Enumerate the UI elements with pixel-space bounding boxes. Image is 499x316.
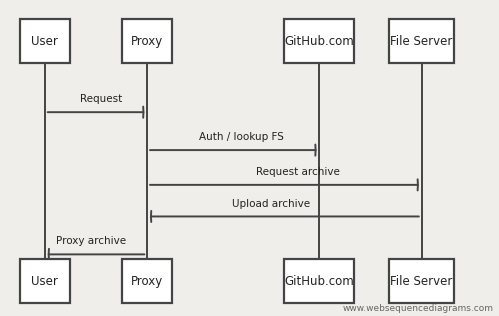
Polygon shape (122, 19, 172, 63)
Text: Request archive: Request archive (256, 167, 340, 177)
Polygon shape (389, 259, 454, 303)
Polygon shape (284, 19, 354, 63)
Text: Proxy: Proxy (131, 275, 163, 288)
Polygon shape (389, 19, 454, 63)
Text: Request: Request (80, 94, 122, 104)
Text: www.websequencediagrams.com: www.websequencediagrams.com (343, 304, 494, 313)
Text: Proxy: Proxy (131, 34, 163, 48)
Text: File Server: File Server (390, 34, 453, 48)
Text: File Server: File Server (390, 275, 453, 288)
Polygon shape (284, 259, 354, 303)
Polygon shape (20, 259, 70, 303)
Text: Auth / lookup FS: Auth / lookup FS (200, 132, 284, 142)
Text: User: User (31, 34, 58, 48)
Text: GitHub.com: GitHub.com (284, 34, 354, 48)
Text: GitHub.com: GitHub.com (284, 275, 354, 288)
Text: Upload archive: Upload archive (232, 198, 310, 209)
Text: Proxy archive: Proxy archive (56, 236, 126, 246)
Polygon shape (122, 259, 172, 303)
Text: User: User (31, 275, 58, 288)
Polygon shape (20, 19, 70, 63)
